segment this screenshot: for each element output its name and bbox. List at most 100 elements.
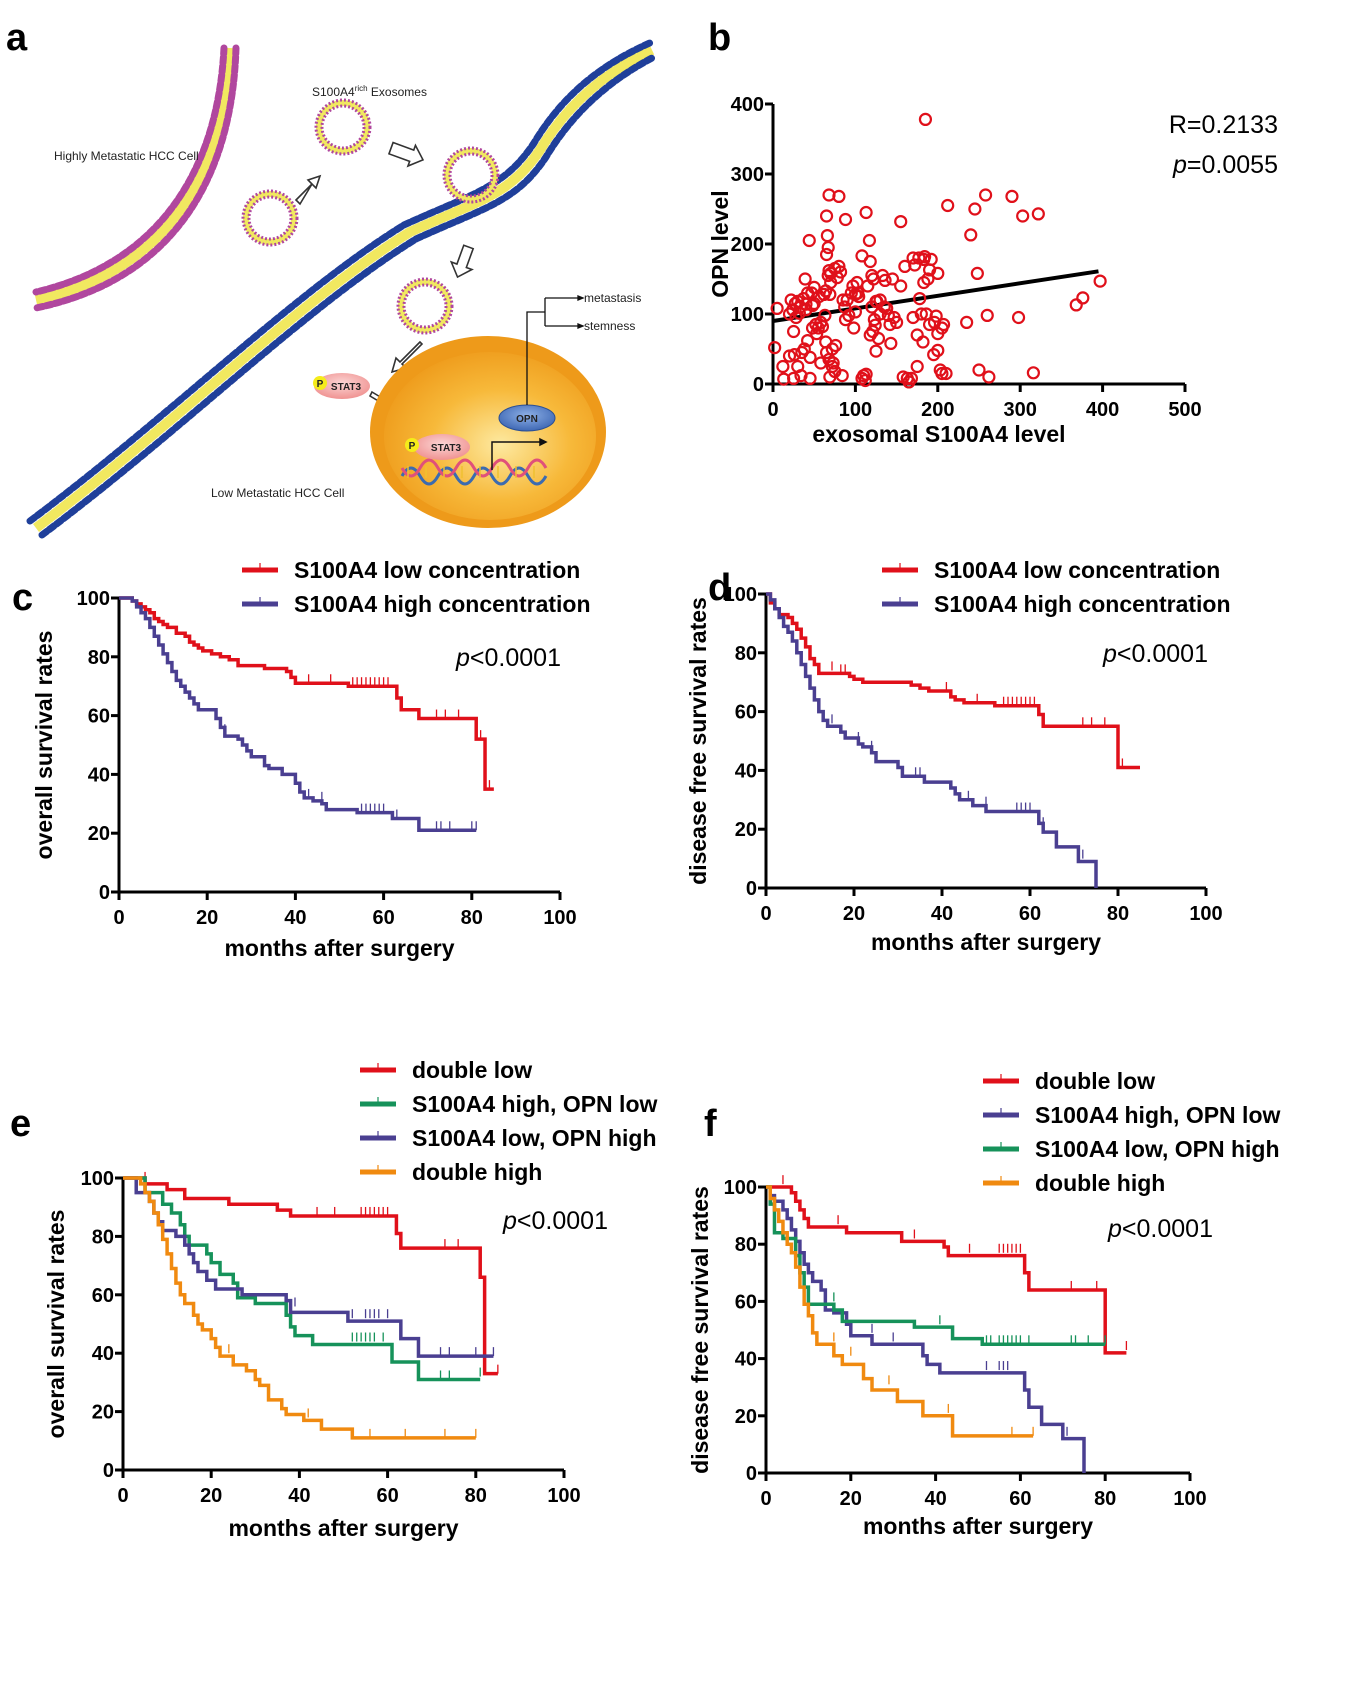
x-tick-label: 60: [376, 1485, 398, 1507]
km-series: [766, 1185, 1086, 1473]
x-tick-label: 200: [921, 399, 954, 421]
regression-line: [772, 269, 1099, 323]
legend-entry: S100A4 low, OPN high: [360, 1125, 657, 1151]
scatter-point: [1026, 366, 1040, 380]
high-metastatic-cell-label: Highly Metastatic HCC Cell: [54, 149, 199, 163]
km-curve: [766, 1185, 1106, 1347]
x-tick-label: 0: [767, 399, 778, 421]
panel-label-c: c: [12, 577, 33, 619]
scatter-point: [768, 341, 782, 355]
scatter-point: [833, 265, 848, 279]
x-tick-label: 80: [1094, 1488, 1116, 1510]
km-curve: [766, 1185, 1086, 1473]
legend-entry: S100A4 high concentration: [882, 591, 1231, 617]
stat3-nucleus-label: STAT3: [431, 443, 462, 454]
legend-entry: double low: [983, 1068, 1155, 1094]
scatter-point: [883, 317, 897, 332]
x-tick-label: 20: [843, 903, 865, 925]
stat3-cytoplasm: [314, 373, 370, 399]
x-tick-label: 500: [1168, 399, 1201, 421]
scatter-point: [916, 335, 930, 349]
x-tick-label: 80: [465, 1485, 487, 1507]
x-tick-label: 40: [931, 903, 953, 925]
scatter-point: [960, 315, 974, 329]
scatter-point: [921, 272, 935, 286]
panel-label-b: b: [708, 17, 731, 59]
panel-label-f: f: [704, 1103, 717, 1145]
y-tick-label: 80: [735, 643, 757, 665]
scatter-point: [918, 112, 933, 127]
y-tick-label: 20: [88, 823, 110, 845]
x-axis-title: months after surgery: [228, 1515, 458, 1541]
scatter-point: [1005, 189, 1019, 203]
axes: 0 20 40 60 80 100 0 20 40 60 80 100 months after sur…: [685, 584, 1223, 955]
legend-label: S100A4 high concentration: [294, 591, 591, 617]
legend-entry: double high: [983, 1170, 1165, 1196]
p-value: <0.0001: [470, 644, 561, 672]
stat3-cytoplasm-label: STAT3: [331, 382, 362, 393]
scatter-point: [881, 308, 895, 322]
scatter-point: [852, 289, 866, 304]
scatter-point: [862, 233, 877, 248]
panel-a-diagram: a Highly Metastatic HCC Cell: [6, 17, 656, 539]
x-tick-label: 80: [461, 907, 483, 929]
scatter-point: [835, 369, 849, 383]
scatter-point: [941, 198, 955, 213]
p-italic: p: [1172, 151, 1187, 179]
x-tick-label: 0: [760, 903, 771, 925]
p-value: <0.0001: [1117, 640, 1208, 668]
x-tick-label: 20: [196, 907, 218, 929]
x-tick-label: 40: [924, 1488, 946, 1510]
km-series: [123, 1171, 499, 1376]
opn-label: OPN: [516, 414, 538, 425]
nucleus-inner: [384, 352, 596, 520]
y-tick-label: 100: [724, 584, 757, 606]
scatter-point: [786, 371, 801, 385]
scatter-point: [931, 266, 945, 280]
y-tick-label: 60: [92, 1285, 114, 1307]
scatter-point: [980, 308, 994, 322]
panel-label-d: d: [708, 567, 731, 609]
y-tick-label: 200: [731, 234, 764, 256]
km-curve: [766, 592, 1098, 888]
y-axis-title: OPN level: [707, 190, 733, 297]
scatter-point: [982, 370, 996, 384]
scatter-point: [803, 371, 817, 385]
legend-label: S100A4 low concentration: [294, 557, 580, 583]
x-tick-label: 100: [547, 1485, 580, 1507]
scatter-point: [972, 363, 986, 377]
stemness-label: stemness: [584, 319, 635, 333]
transcription-arrow-icon: [491, 437, 548, 470]
y-tick-label: 80: [92, 1226, 114, 1248]
panel-e-km-overall-survival-groups: e 0 20 40 60 80 100 0 20 40 60 80 100 months after s…: [10, 1057, 657, 1541]
scatter-point: [770, 301, 784, 315]
y-tick-label: 0: [753, 374, 764, 396]
panel-d-km-disease-free-survival: d 0 20 40 60 80 100 0 20 40 60 80 100 months after s…: [685, 557, 1231, 955]
x-axis-title: months after surgery: [863, 1513, 1093, 1539]
scatter-point: [776, 359, 790, 374]
panel-b-scatter: b 0 100 200 300 400 0 100 200 300 400 500 exosomal …: [707, 17, 1278, 447]
legend-entry: S100A4 high, OPN low: [983, 1102, 1280, 1128]
opn-effect-arrows: [526, 295, 585, 405]
km-curve: [766, 592, 1140, 770]
x-axis-title: months after surgery: [224, 935, 454, 961]
scatter-point: [970, 266, 984, 280]
y-tick-label: 100: [724, 1177, 757, 1199]
scatter-point: [798, 272, 812, 286]
legend-entry: S100A4 low, OPN high: [983, 1136, 1280, 1162]
scatter-point: [825, 342, 839, 356]
p-value-label: p<0.0001: [502, 1207, 608, 1235]
scatter-point: [929, 309, 943, 323]
axes: 0 20 40 60 80 100 0 20 40 60 80 100 months after sur…: [687, 1177, 1207, 1539]
km-series: [766, 1175, 1128, 1355]
x-tick-label: 60: [1019, 903, 1041, 925]
stat3-nucleus: [414, 434, 470, 460]
y-tick-label: 20: [735, 1406, 757, 1428]
scatter-point: [1093, 274, 1107, 288]
y-tick-label: 40: [88, 764, 110, 786]
y-tick-label: 80: [88, 647, 110, 669]
p-value-label: p<0.0001: [1107, 1215, 1213, 1243]
scatter-point: [803, 350, 817, 364]
high-metastatic-cell-membrane: [32, 44, 240, 312]
y-tick-label: 80: [735, 1234, 757, 1256]
